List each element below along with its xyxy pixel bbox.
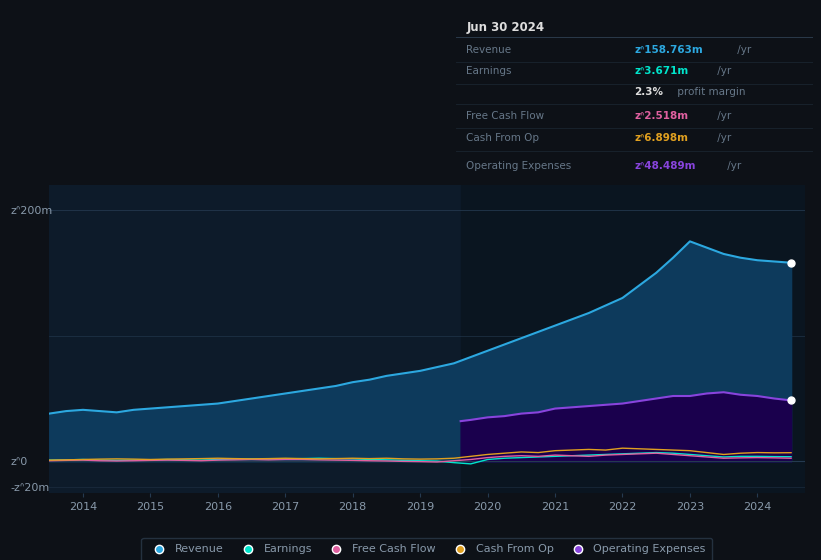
Text: Revenue: Revenue [466, 45, 511, 55]
Text: Free Cash Flow: Free Cash Flow [466, 111, 544, 121]
Text: /yr: /yr [714, 111, 732, 121]
Text: Operating Expenses: Operating Expenses [466, 161, 571, 171]
Text: Jun 30 2024: Jun 30 2024 [466, 21, 544, 34]
Text: /yr: /yr [734, 45, 751, 55]
Text: zᐢ3.671m: zᐢ3.671m [635, 66, 689, 76]
Text: profit margin: profit margin [674, 87, 745, 97]
Text: 2.3%: 2.3% [635, 87, 663, 97]
Bar [461, 185, 805, 493]
Text: /yr: /yr [714, 66, 732, 76]
Text: Earnings: Earnings [466, 66, 511, 76]
Text: zᐢ48.489m: zᐢ48.489m [635, 161, 695, 171]
Text: /yr: /yr [714, 133, 732, 143]
Text: Cash From Op: Cash From Op [466, 133, 539, 143]
Legend: Revenue, Earnings, Free Cash Flow, Cash From Op, Operating Expenses: Revenue, Earnings, Free Cash Flow, Cash … [141, 538, 713, 560]
Text: zᐢ2.518m: zᐢ2.518m [635, 111, 688, 121]
Text: zᐢ6.898m: zᐢ6.898m [635, 133, 688, 143]
Text: zᐢ158.763m: zᐢ158.763m [635, 45, 703, 55]
Text: /yr: /yr [724, 161, 741, 171]
